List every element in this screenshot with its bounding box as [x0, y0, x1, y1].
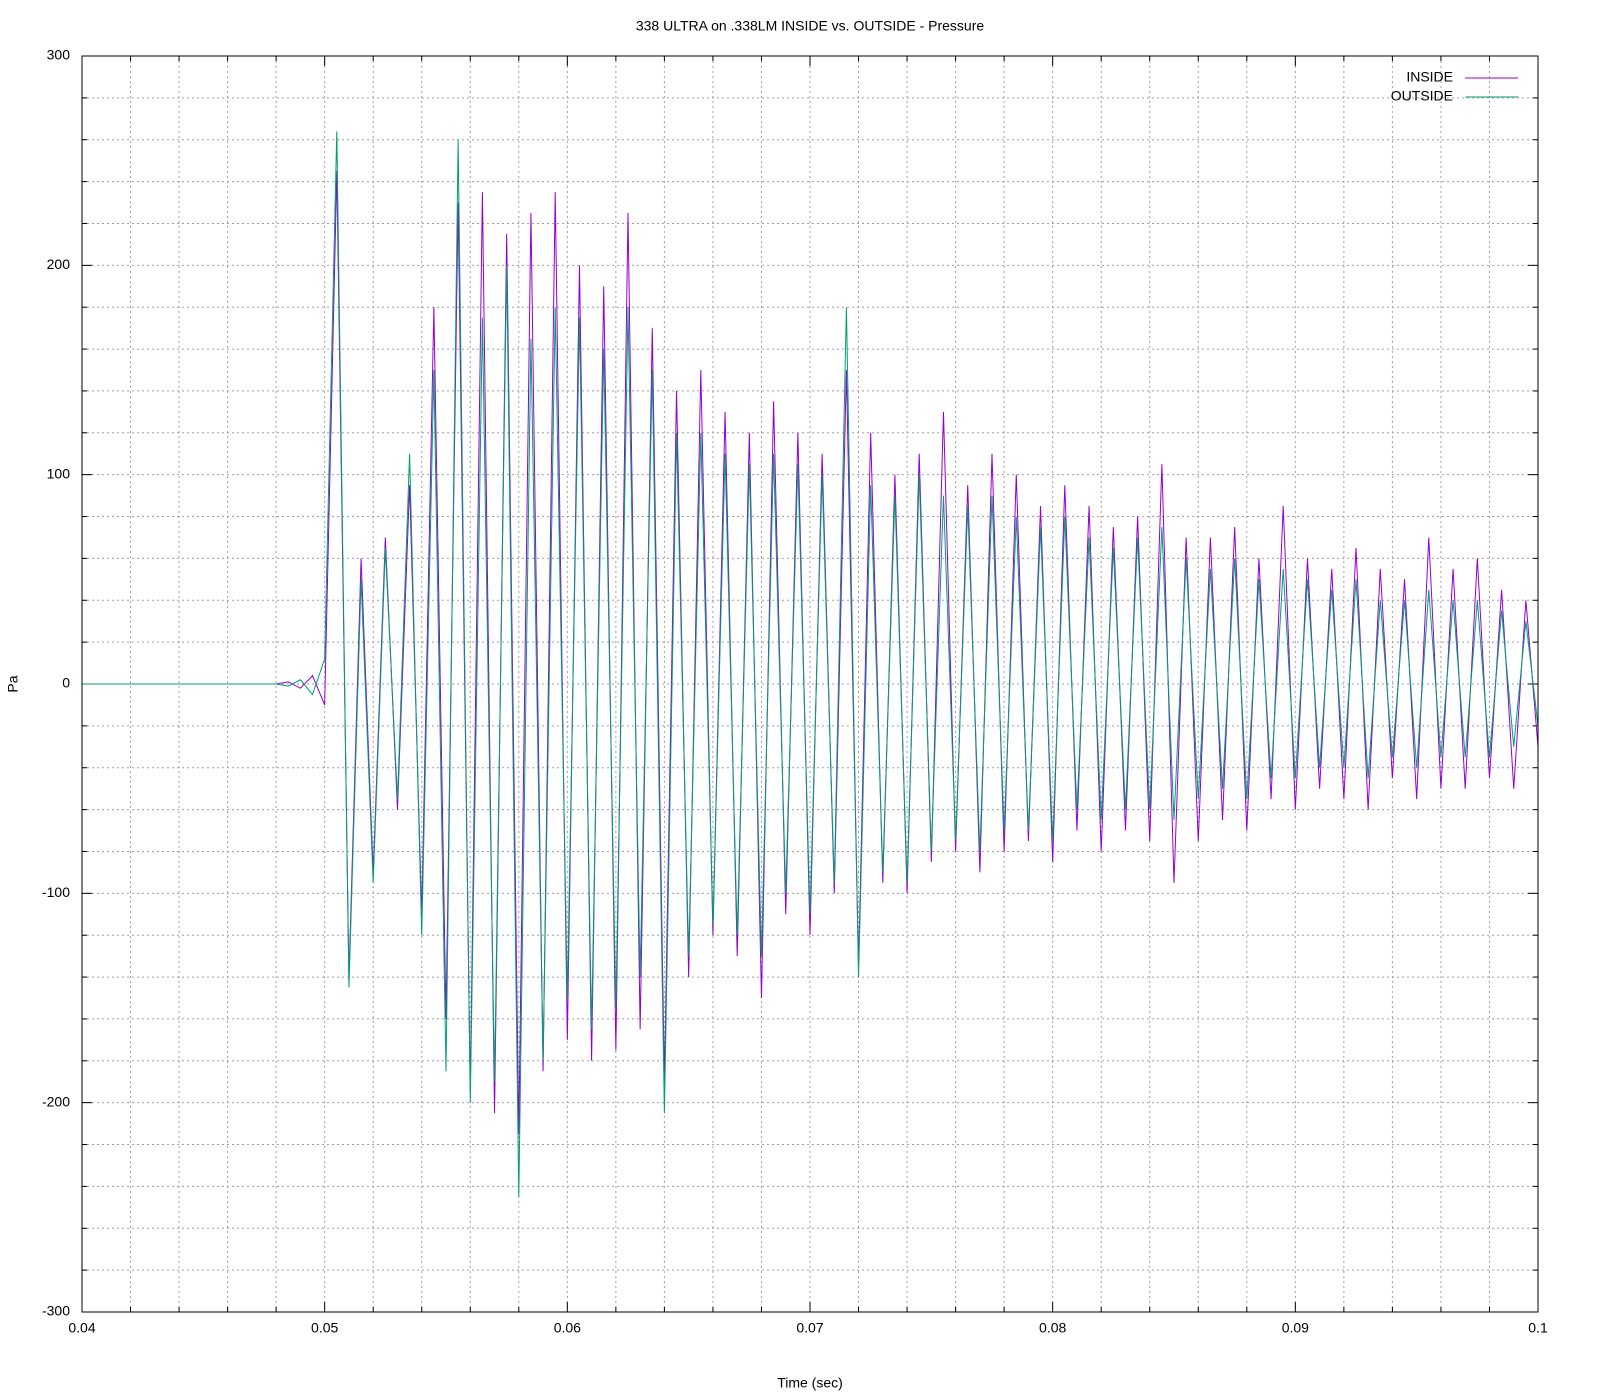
- chart-title: 338 ULTRA on .338LM INSIDE vs. OUTSIDE -…: [636, 18, 985, 34]
- legend-label: INSIDE: [1406, 69, 1453, 85]
- y-tick-label: 100: [47, 465, 71, 481]
- x-tick-label: 0.09: [1282, 1320, 1309, 1336]
- x-tick-label: 0.07: [796, 1320, 823, 1336]
- x-axis-label: Time (sec): [777, 1375, 843, 1391]
- data-line: [82, 171, 1539, 1135]
- x-tick-label: 0.08: [1039, 1320, 1066, 1336]
- data-line: [82, 131, 1539, 1197]
- y-axis-label: Pa: [5, 675, 21, 692]
- x-tick-label: 0.05: [311, 1320, 338, 1336]
- plot-border: [81, 55, 1539, 1313]
- y-tick-label: -300: [42, 1303, 70, 1319]
- y-tick-label: 0: [62, 675, 70, 691]
- legend-label: OUTSIDE: [1391, 88, 1453, 104]
- y-tick-label: 300: [47, 47, 71, 63]
- x-tick-label: 0.1: [1528, 1320, 1548, 1336]
- x-tick-label: 0.04: [68, 1320, 95, 1336]
- y-tick-label: -100: [42, 884, 70, 900]
- x-tick-label: 0.06: [554, 1320, 581, 1336]
- y-tick-label: -200: [42, 1093, 70, 1109]
- y-tick-label: 200: [47, 256, 71, 272]
